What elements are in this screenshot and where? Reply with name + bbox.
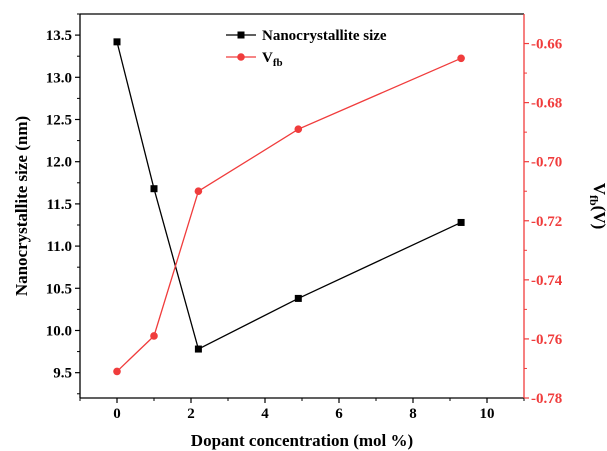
- series-layer: [113, 38, 465, 376]
- x-tick-label: 2: [187, 406, 195, 422]
- y-right-tick-label: -0.78: [531, 391, 562, 407]
- legend-marker-vfb: [237, 53, 245, 61]
- data-point-nanocrystallite: [194, 345, 202, 353]
- x-tick-label: 10: [480, 406, 495, 422]
- legend-label-vfb-sub: fb: [273, 57, 283, 69]
- y-right-tick-label: -0.72: [531, 214, 562, 230]
- legend-label-vfb: Vfb: [262, 50, 283, 69]
- x-tick-label: 6: [335, 406, 343, 422]
- y-right-tick-label: -0.66: [531, 37, 563, 53]
- y-left-tick-label: 12.5: [46, 112, 72, 128]
- legend: Nanocrystallite size Vfb: [226, 28, 387, 69]
- x-tick-label: 8: [409, 406, 417, 422]
- y-right-tick-label: -0.76: [531, 332, 563, 348]
- series-line-vfb: [116, 57, 462, 372]
- series-line-nanocrystallite: [116, 41, 462, 350]
- legend-marker-nanocrystallite: [237, 31, 245, 39]
- legend-label-vfb-main: V: [262, 50, 273, 66]
- data-point-nanocrystallite: [113, 38, 121, 46]
- y-axis-right-title-main: V: [590, 183, 607, 196]
- label-layer: 0 2 4 6 8 10 9.5 10.0 10.5 11.0 11.5 12.0 12.5 13.0 13…: [46, 28, 563, 422]
- y-left-tick-label: 11.5: [47, 197, 72, 213]
- x-tick-label: 4: [261, 406, 269, 422]
- x-axis-title: Dopant concentration (mol %): [191, 431, 413, 450]
- y-left-tick-label: 10.5: [46, 281, 72, 297]
- data-point-nanocrystallite: [150, 185, 158, 193]
- data-point-vfb: [113, 367, 121, 376]
- y-left-tick-label: 9.5: [53, 366, 72, 382]
- y-axis-left-title: Nanocrystallite size (nm): [12, 116, 31, 296]
- y-left-tick-label: 11.0: [47, 239, 72, 255]
- axes-layer: [75, 13, 529, 403]
- data-point-vfb: [194, 187, 203, 196]
- x-tick-label: 0: [113, 406, 121, 422]
- y-right-tick-label: -0.74: [531, 273, 563, 289]
- data-point-vfb: [457, 54, 465, 63]
- data-point-vfb: [150, 332, 158, 340]
- y-right-tick-label: -0.70: [531, 155, 562, 171]
- y-left-tick-label: 10.0: [46, 323, 72, 339]
- data-point-nanocrystallite: [294, 294, 302, 302]
- y-left-tick-label: 13.5: [46, 28, 72, 44]
- y-left-tick-label: 12.0: [46, 155, 72, 171]
- y-axis-right-title: Vfb(V): [587, 183, 607, 230]
- y-right-tick-label: -0.68: [531, 96, 562, 112]
- data-point-vfb: [294, 125, 303, 133]
- y-left-tick-label: 13.0: [46, 70, 72, 86]
- y-axis-right-title-sub: fb: [587, 195, 601, 206]
- legend-label-nanocrystallite: Nanocrystallite size: [262, 28, 387, 44]
- data-point-nanocrystallite: [457, 218, 465, 226]
- y-axis-right-title-tail: (V): [590, 206, 607, 230]
